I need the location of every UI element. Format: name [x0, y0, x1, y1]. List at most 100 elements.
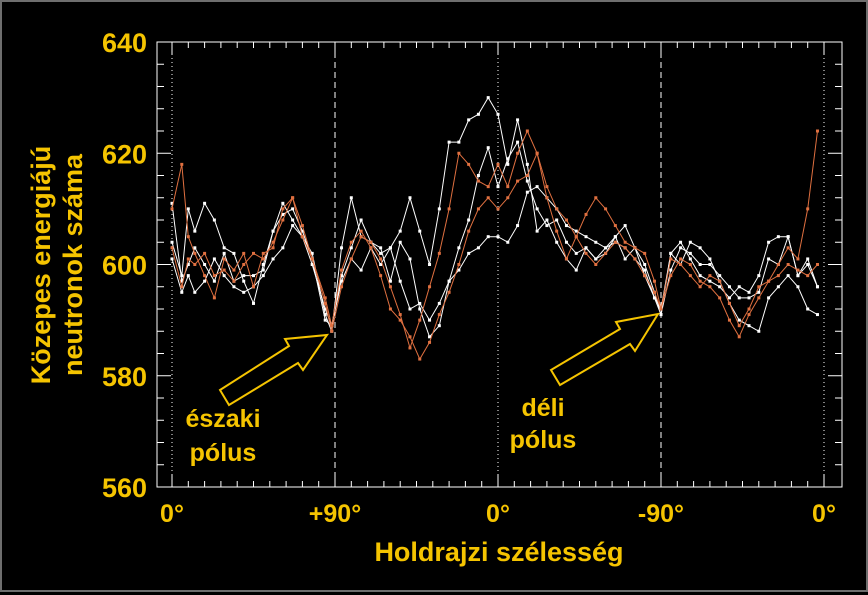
data-point [506, 157, 510, 161]
data-point [261, 257, 265, 261]
data-point [525, 174, 529, 177]
data-point [555, 240, 559, 244]
series-4 [170, 151, 819, 361]
data-point [349, 240, 353, 244]
data-point [815, 129, 819, 133]
data-point [428, 263, 432, 266]
data-point [535, 151, 539, 155]
data-point [232, 268, 236, 272]
data-point [564, 257, 568, 261]
data-point [310, 263, 314, 266]
data-point [203, 251, 207, 255]
data-point [815, 263, 819, 266]
data-point [786, 263, 790, 266]
data-point [633, 257, 637, 261]
data-point [457, 263, 461, 266]
data-point [688, 251, 692, 255]
data-point [623, 240, 627, 244]
data-point [679, 257, 683, 261]
series-0 [170, 140, 819, 339]
data-point [708, 257, 712, 261]
y-tick-label-620: 620 [102, 139, 147, 169]
data-point [659, 313, 663, 317]
data-point [379, 257, 383, 261]
data-point [506, 196, 510, 200]
data-point [330, 324, 334, 328]
data-point [535, 229, 539, 233]
y-tick-label-600: 600 [102, 251, 147, 281]
data-point [574, 229, 578, 233]
data-point [242, 274, 246, 278]
data-point [300, 229, 304, 233]
annotation-south-line-1: déli [521, 394, 564, 422]
data-point [623, 257, 627, 261]
data-point [623, 224, 627, 228]
data-point [418, 301, 422, 305]
data-point [659, 307, 663, 311]
data-point [232, 279, 236, 283]
data-point [291, 218, 295, 222]
data-point [506, 162, 510, 166]
data-point [584, 251, 588, 255]
data-point [428, 318, 432, 322]
data-point [584, 212, 588, 216]
data-point [564, 240, 568, 244]
data-point [643, 251, 647, 255]
series-line-3 [171, 129, 818, 350]
data-point [261, 274, 265, 278]
data-point [486, 185, 490, 189]
data-point [796, 285, 800, 289]
data-point [232, 251, 236, 255]
data-point [815, 285, 819, 289]
reference-lines [171, 42, 825, 487]
x-tick-label-4: 0° [812, 500, 836, 528]
data-point [408, 346, 412, 350]
data-point [486, 146, 490, 150]
data-point [708, 263, 712, 266]
data-point [369, 240, 373, 244]
data-point [193, 246, 197, 250]
data-point [486, 196, 490, 200]
data-point [727, 296, 731, 300]
data-point [496, 207, 500, 211]
data-point [323, 318, 327, 322]
data-point [652, 279, 656, 283]
series-line-1 [171, 96, 818, 333]
data-point [330, 329, 334, 333]
data-point [796, 268, 800, 272]
data-point [467, 251, 471, 255]
data-point [564, 218, 568, 222]
data-point [323, 296, 327, 300]
y-axis-label-line-1: Közepes energiájú [26, 146, 56, 385]
data-point [323, 307, 327, 311]
data-point [186, 207, 190, 211]
data-point [545, 224, 549, 228]
data-point [604, 251, 608, 255]
data-point [708, 285, 712, 289]
data-point [467, 162, 471, 166]
data-point [203, 201, 207, 205]
data-point [212, 218, 216, 222]
data-point [727, 285, 731, 289]
data-point [496, 162, 500, 166]
data-point [516, 179, 520, 183]
data-point [476, 246, 480, 250]
y-tick-label-560: 560 [102, 473, 147, 503]
data-point [525, 190, 529, 194]
data-point [737, 335, 741, 339]
data-point [555, 218, 559, 222]
data-point [428, 335, 432, 339]
data-point [388, 285, 392, 289]
data-point [708, 279, 712, 283]
data-point [525, 129, 529, 133]
data-point [170, 207, 174, 211]
data-point [170, 246, 174, 250]
data-point [379, 251, 383, 255]
data-point [340, 274, 344, 278]
data-point [757, 290, 761, 294]
data-point [447, 279, 451, 283]
data-point [688, 274, 692, 278]
data-point [193, 290, 197, 294]
data-point [437, 301, 441, 305]
